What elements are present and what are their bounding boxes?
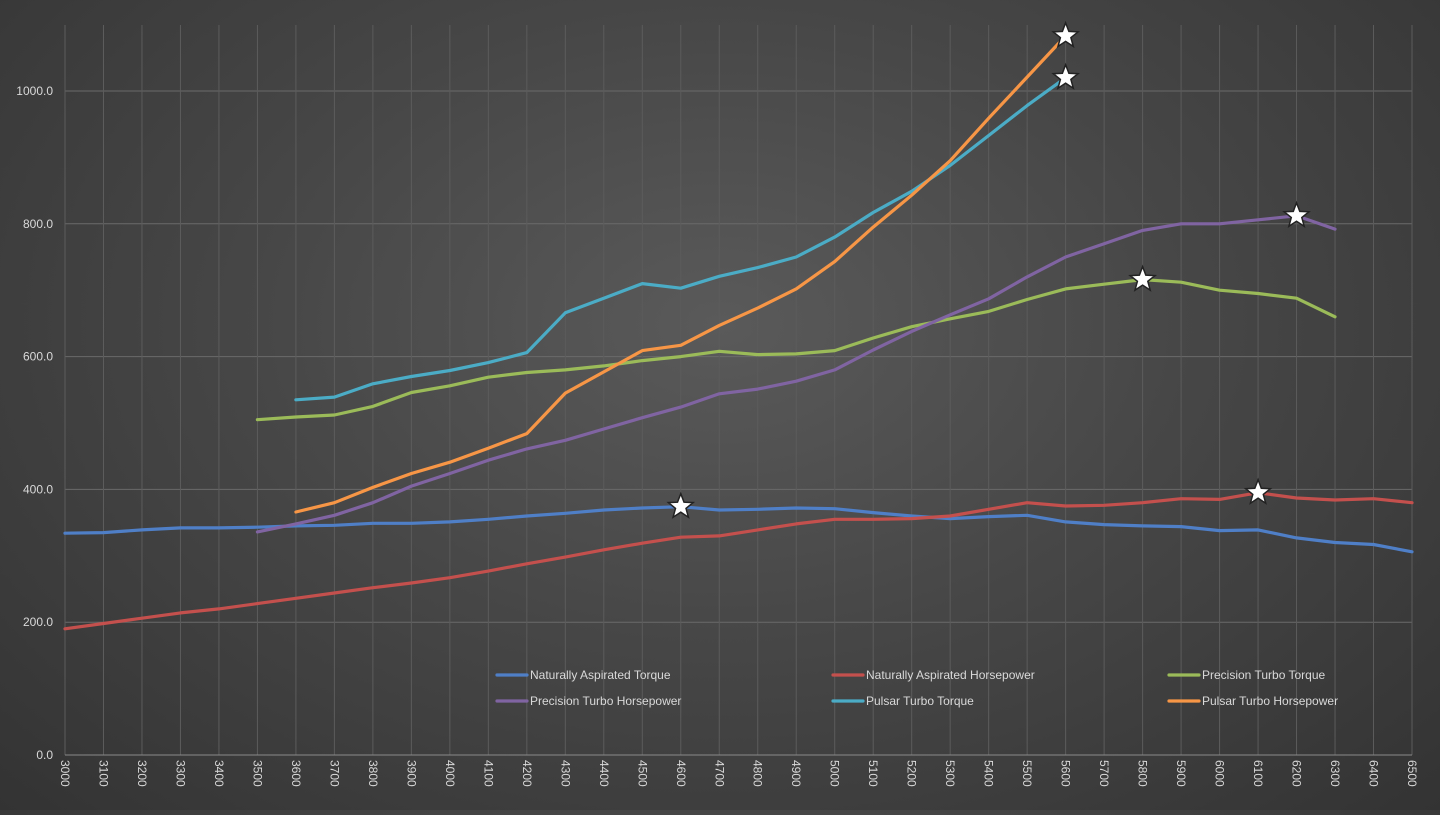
x-tick-label: 3800	[366, 760, 380, 787]
x-tick-label: 5900	[1174, 760, 1188, 787]
x-tick-label: 6000	[1213, 760, 1227, 787]
legend-label: Naturally Aspirated Horsepower	[866, 668, 1035, 682]
legend-label: Naturally Aspirated Torque	[530, 668, 671, 682]
legend-item: Precision Turbo Torque	[1167, 668, 1326, 682]
x-tick-label: 3100	[96, 760, 110, 787]
legend-item: Precision Turbo Horsepower	[495, 694, 681, 708]
legend-item: Naturally Aspirated Torque	[495, 668, 671, 682]
y-tick-label: 800.0	[23, 217, 53, 231]
x-tick-label: 5200	[905, 760, 919, 787]
series-line-5	[294, 34, 1068, 514]
legend-label: Pulsar Turbo Torque	[866, 694, 974, 708]
x-tick-label: 4300	[558, 760, 572, 787]
x-tick-label: 6500	[1405, 760, 1419, 787]
peak-star-icon	[1051, 20, 1080, 49]
x-tick-label: 4800	[751, 760, 765, 787]
y-tick-label: 400.0	[23, 482, 53, 496]
x-tick-label: 6300	[1328, 760, 1342, 787]
x-tick-label: 5600	[1059, 760, 1073, 787]
y-tick-label: 1000.0	[16, 84, 53, 98]
series-lines	[63, 34, 1414, 631]
x-axis-ticks: 3000 3100 3200 3300 3400 3500 3600 3700 3800 3900…	[58, 760, 1419, 787]
x-tick-label: 6100	[1251, 760, 1265, 787]
peak-star-icon	[1051, 62, 1081, 90]
peak-markers	[666, 20, 1311, 519]
x-tick-label: 3300	[173, 760, 187, 787]
x-tick-label: 3700	[327, 760, 341, 787]
legend-label: Pulsar Turbo Horsepower	[1202, 694, 1338, 708]
series-line-2	[255, 278, 1337, 422]
x-tick-label: 4500	[635, 760, 649, 787]
x-tick-label: 3000	[58, 760, 72, 787]
peak-star-icon	[1128, 264, 1158, 292]
x-tick-label: 6400	[1367, 760, 1381, 787]
x-tick-label: 4100	[481, 760, 495, 787]
peak-star-icon	[666, 491, 696, 519]
series-line-1	[63, 491, 1414, 631]
x-tick-label: 5100	[866, 760, 880, 787]
x-tick-label: 4700	[712, 760, 726, 787]
y-axis-ticks: 0.0 200.0 400.0 600.0 800.0 1000.0	[16, 84, 53, 762]
chart-legend: Naturally Aspirated Torque Naturally Aspi…	[495, 668, 1338, 708]
x-tick-label: 4600	[674, 760, 688, 787]
y-tick-label: 600.0	[23, 350, 53, 364]
peak-star-icon	[1282, 200, 1311, 229]
y-tick-label: 200.0	[23, 615, 53, 629]
x-tick-label: 3400	[212, 760, 226, 787]
legend-label: Precision Turbo Torque	[1202, 668, 1326, 682]
x-tick-label: 5400	[982, 760, 996, 787]
x-tick-label: 3500	[250, 760, 264, 787]
x-tick-label: 5500	[1020, 760, 1034, 787]
x-tick-label: 5300	[943, 760, 957, 787]
x-tick-label: 5800	[1136, 760, 1150, 787]
x-tick-label: 4000	[443, 760, 457, 787]
legend-label: Precision Turbo Horsepower	[530, 694, 681, 708]
x-tick-label: 3200	[135, 760, 149, 787]
series-line-3	[255, 214, 1337, 534]
legend-item: Pulsar Turbo Horsepower	[1167, 694, 1338, 708]
y-tick-label: 0.0	[36, 748, 53, 762]
x-tick-label: 5700	[1097, 760, 1111, 787]
x-tick-label: 4400	[597, 760, 611, 787]
x-tick-label: 3600	[289, 760, 303, 787]
x-tick-label: 4900	[789, 760, 803, 787]
x-tick-label: 5000	[828, 760, 842, 787]
x-tick-label: 4200	[520, 760, 534, 787]
legend-item: Naturally Aspirated Horsepower	[831, 668, 1035, 682]
x-tick-label: 6200	[1290, 760, 1304, 787]
peak-star-icon	[1243, 477, 1273, 505]
legend-item: Pulsar Turbo Torque	[831, 694, 974, 708]
x-tick-label: 3900	[404, 760, 418, 787]
